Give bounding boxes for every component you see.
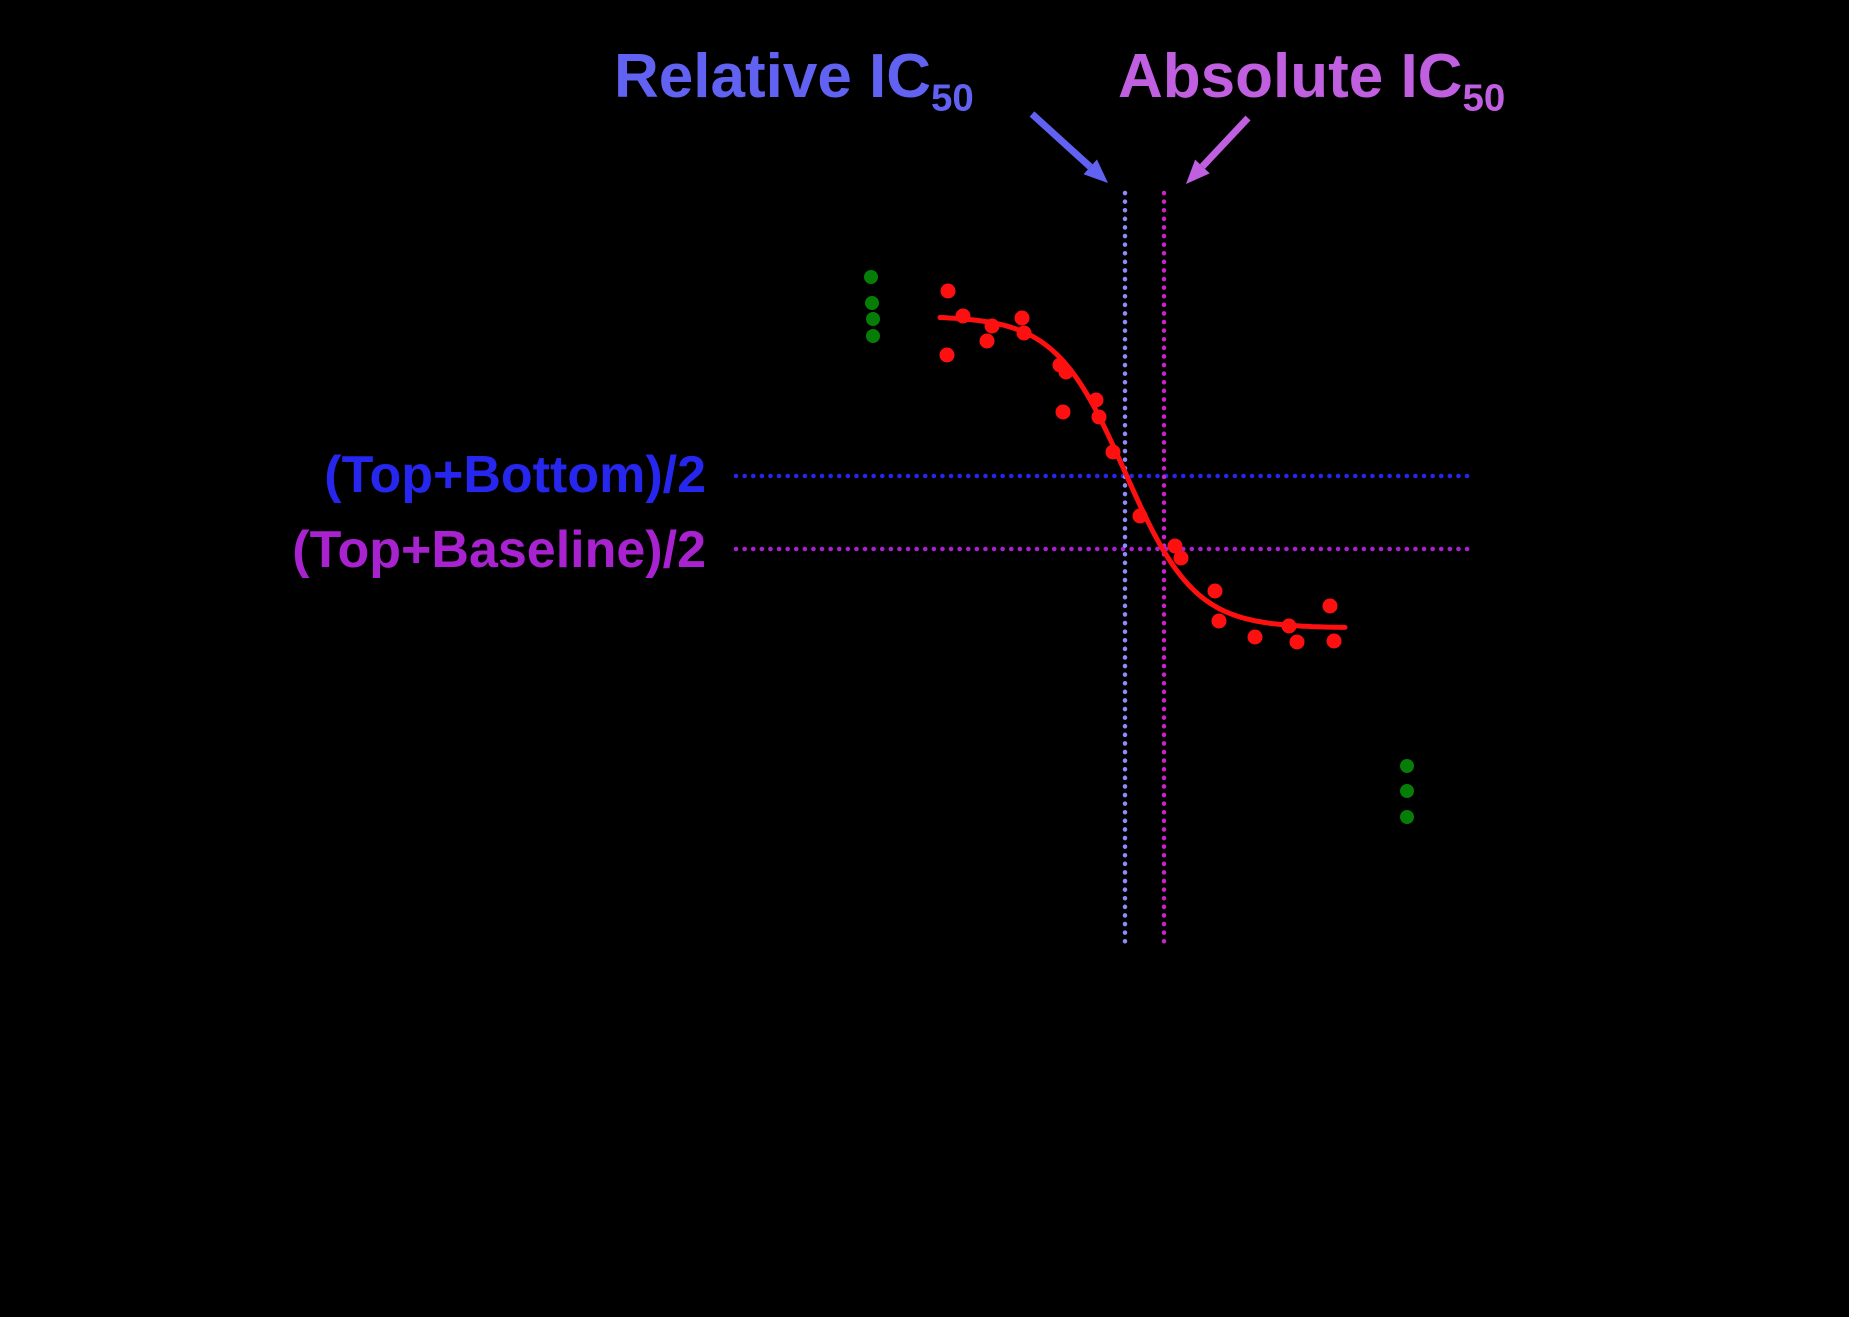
relative-ic50-subscript: 50 <box>931 76 974 120</box>
top-bottom-midline-label: (Top+Bottom)/2 <box>324 446 706 504</box>
relative-ic50-label: Relative IC50 <box>614 46 974 118</box>
absolute-ic50-text: Absolute IC <box>1118 42 1463 111</box>
relative-ic50-text: Relative IC <box>614 42 932 111</box>
top-baseline-midline-label: (Top+Baseline)/2 <box>292 521 706 579</box>
absolute-ic50-subscript: 50 <box>1462 76 1506 120</box>
absolute-ic50-label: Absolute IC50 <box>1118 46 1505 118</box>
